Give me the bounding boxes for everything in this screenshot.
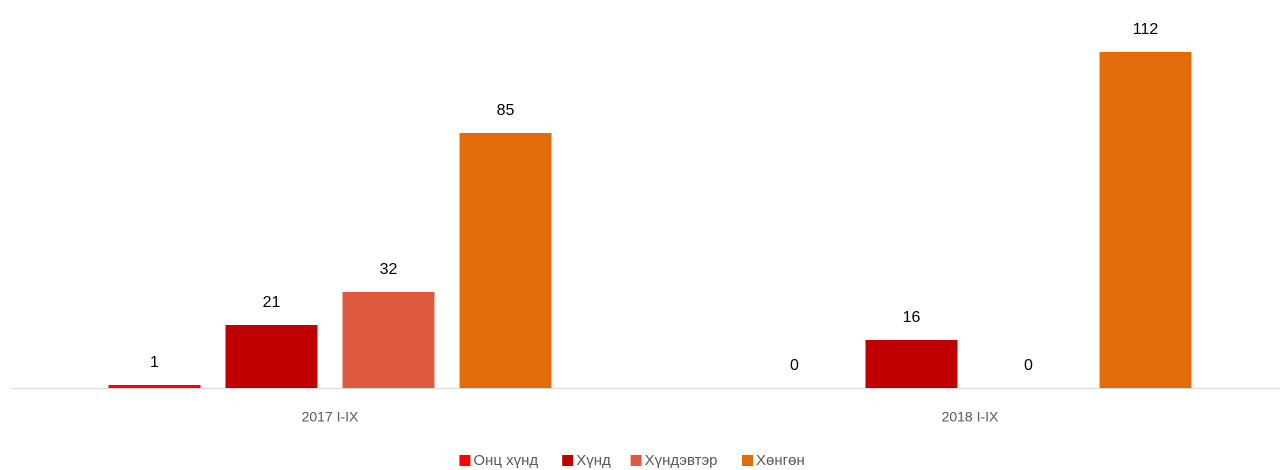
- data-label: 85: [497, 102, 515, 119]
- data-label: 16: [903, 309, 921, 326]
- x-tick-label: 2017 I-IX: [302, 409, 359, 425]
- bar: [225, 325, 318, 388]
- bar: [459, 133, 552, 388]
- bar: [342, 292, 435, 388]
- bar: [108, 385, 201, 388]
- data-label: 112: [1133, 21, 1159, 38]
- legend-swatch: [562, 455, 574, 466]
- legend-label: Онц хүнд: [473, 452, 538, 469]
- data-label: 0: [1024, 357, 1033, 374]
- legend-label: Хөнгөн: [756, 452, 805, 469]
- data-label: 32: [380, 261, 398, 278]
- x-tick-label: 2018 I-IX: [942, 409, 999, 425]
- legend-swatch: [459, 455, 471, 466]
- legend-label: Хүнд: [576, 452, 611, 469]
- legend-swatch: [630, 455, 642, 466]
- legend-swatch: [742, 455, 753, 466]
- data-label: 0: [790, 357, 799, 374]
- data-label: 1: [150, 354, 159, 371]
- bar: [1099, 52, 1192, 388]
- legend-label: Хүндэвтэр: [645, 452, 718, 469]
- bar: [865, 340, 958, 388]
- data-label: 21: [263, 294, 281, 311]
